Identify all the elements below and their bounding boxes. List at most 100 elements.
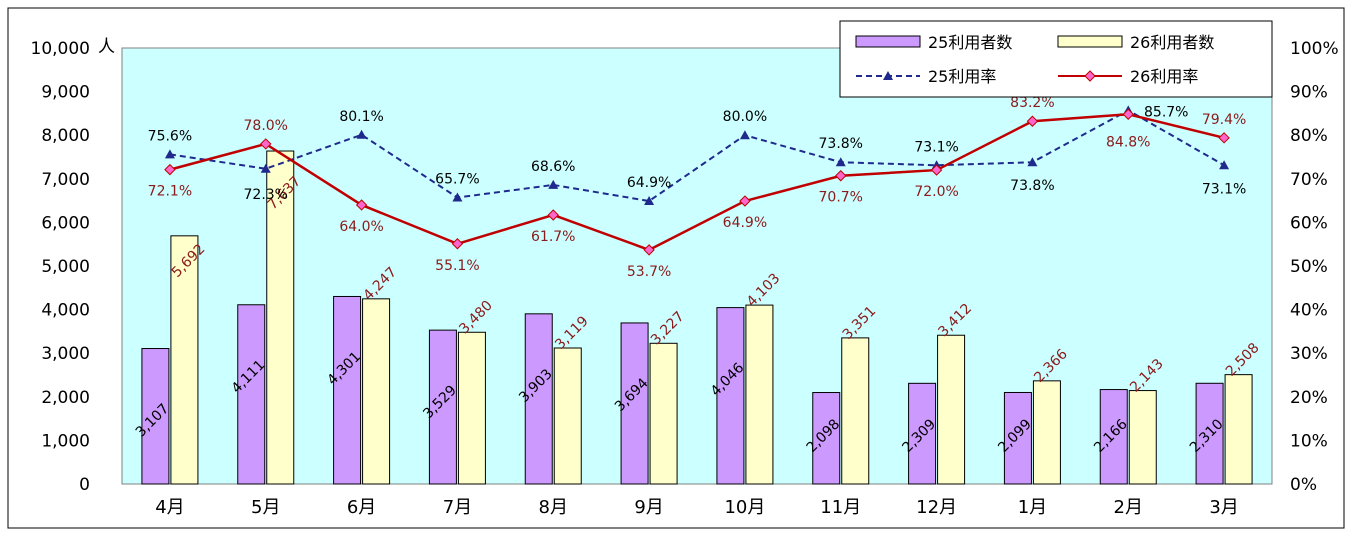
bar-25-users [237, 304, 266, 485]
marker-25-rate [1027, 157, 1038, 167]
x-tick-label: 5月 [251, 497, 280, 518]
bar-25-users [716, 307, 745, 485]
bar-25-users [908, 382, 937, 485]
x-tick-label: 4月 [155, 497, 184, 518]
marker-25-rate [356, 129, 367, 139]
x-tick-label: 12月 [916, 497, 957, 518]
right-tick-label: 60% [1290, 213, 1328, 233]
marker-26-rate [835, 170, 847, 182]
rate-25-label: 85.7% [1144, 104, 1188, 120]
marker-25-rate [835, 157, 846, 167]
marker-26-rate [355, 199, 368, 211]
marker-26-rate [547, 209, 559, 221]
legend-marker [883, 71, 893, 80]
bar-26-users [1032, 380, 1061, 485]
bar-25-users [1099, 389, 1128, 485]
x-tick-label: 8月 [539, 497, 568, 518]
right-tick-label: 70% [1290, 170, 1328, 190]
left-tick-label: 0 [79, 475, 90, 495]
marker-26-rate [164, 163, 176, 176]
bar-25-users [1195, 382, 1224, 485]
rate-26-label: 53.7% [627, 264, 671, 280]
left-axis-unit: 人 [98, 37, 115, 57]
legend: 25利用者数 26利用者数 25利用率 26利用率 [839, 20, 1273, 98]
right-tick-label: 10% [1290, 431, 1328, 451]
bar-series [141, 150, 1253, 485]
rate-25-label: 75.6% [148, 128, 192, 144]
rate-26-label: 61.7% [531, 229, 575, 245]
rate-25-label: 73.8% [819, 136, 863, 152]
bar-26-users [266, 150, 295, 485]
bar-25-users [141, 348, 170, 485]
x-tick-label: 2月 [1114, 497, 1143, 518]
bar-25-users [524, 313, 553, 485]
marker-25-rate [548, 179, 559, 189]
bar-26-users [362, 298, 391, 485]
right-axis: 0% 10% 20% 30% 40% 50% 60% 70% 80% 90% 100% [1290, 39, 1339, 495]
left-axis: 0 1,000 2,000 3,000 4,000 5,000 6,000 7,000 8,00… [31, 37, 115, 495]
x-tick-label: 7月 [443, 497, 472, 518]
rate-26-label: 55.1% [435, 258, 479, 274]
bar-26-users [937, 334, 966, 485]
rate-25-label: 73.1% [1202, 181, 1246, 197]
legend-swatch [855, 35, 921, 48]
marker-25-rate [260, 163, 271, 173]
bar-25-users [812, 392, 841, 485]
bar-26-users [1128, 390, 1157, 485]
plot-area [121, 47, 1273, 485]
bar-26-users [553, 347, 582, 485]
rate-26-label: 79.4% [1202, 112, 1246, 128]
x-tick-label: 3月 [1209, 497, 1238, 518]
rate-25-label: 68.6% [531, 159, 575, 175]
marker-26-rate [1218, 132, 1230, 144]
rate-26-label: 72.0% [914, 184, 958, 200]
marker-25-rate [739, 130, 750, 140]
left-tick-label: 3,000 [41, 344, 90, 364]
right-tick-label: 90% [1290, 83, 1328, 103]
right-tick-label: 0% [1290, 475, 1317, 495]
left-tick-label: 4,000 [41, 301, 90, 321]
x-axis: 4月 5月 6月 7月 8月 9月 10月 11月 12月 1月 2月 3月 [155, 497, 1239, 518]
left-tick-label: 1,000 [41, 431, 90, 451]
bar-26-users [841, 337, 870, 485]
rate-26-label: 64.0% [339, 219, 383, 235]
marker-26-rate [739, 195, 751, 207]
left-tick-label: 5,000 [41, 257, 90, 277]
bar-26-users [457, 331, 486, 485]
rate-26-label: 70.7% [819, 190, 863, 206]
legend-swatch [1057, 35, 1123, 48]
rate-25-label: 73.8% [1010, 178, 1054, 194]
right-tick-label: 40% [1290, 301, 1328, 321]
bar-25-users [620, 322, 649, 485]
bar-25-users [333, 295, 362, 485]
bar-25-users [1003, 391, 1032, 485]
legend-label: 26利用率 [1130, 67, 1198, 86]
marker-26-rate [643, 244, 655, 256]
bar-25-users [428, 329, 457, 485]
rate-25-label: 72.3% [244, 187, 288, 203]
bar-26-users [649, 342, 678, 485]
rate-25-label: 64.9% [627, 175, 671, 191]
line-26-rate [169, 113, 1225, 252]
rate-25-label: 73.1% [914, 139, 958, 155]
bar-26-users [745, 304, 774, 485]
left-tick-label: 2,000 [41, 388, 90, 408]
left-tick-label: 10,000 [31, 39, 90, 59]
x-tick-label: 1月 [1018, 497, 1047, 518]
rate-25-label: 80.1% [339, 109, 383, 125]
x-tick-label: 9月 [634, 497, 663, 518]
rate-25-label: 80.0% [723, 109, 767, 125]
marker-25-rate [1219, 160, 1230, 170]
marker-26-rate [260, 138, 272, 150]
x-tick-label: 11月 [820, 497, 861, 518]
rate-25-label: 65.7% [435, 172, 479, 188]
marker-26-rate [930, 164, 943, 176]
right-tick-label: 100% [1290, 39, 1339, 59]
left-tick-label: 7,000 [41, 170, 90, 190]
rate-26-label: 78.0% [244, 118, 288, 134]
marker-26-rate [1026, 115, 1039, 127]
right-tick-label: 50% [1290, 257, 1328, 277]
right-tick-label: 80% [1290, 126, 1328, 146]
legend-label: 26利用者数 [1130, 33, 1214, 52]
